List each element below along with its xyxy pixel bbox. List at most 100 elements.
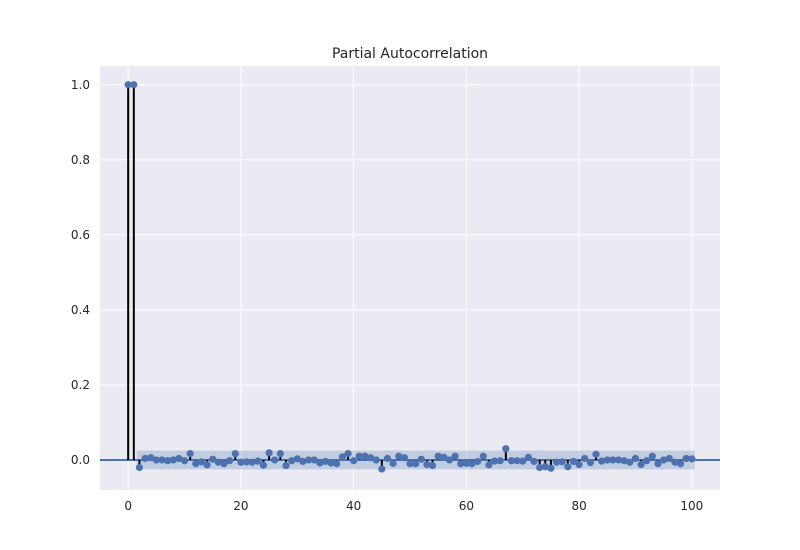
x-tick-label: 20: [233, 499, 248, 513]
stem-marker: [147, 454, 155, 462]
axes-background: [100, 66, 720, 490]
stem-marker: [299, 457, 307, 466]
stem-marker: [603, 456, 611, 464]
stem-marker: [231, 450, 239, 458]
stem-marker: [614, 456, 623, 464]
stem-marker: [350, 457, 358, 465]
stem-marker: [530, 457, 538, 466]
x-tick-label: 60: [459, 499, 474, 513]
stem-marker: [417, 455, 425, 463]
stem-marker: [620, 457, 628, 465]
stem-marker: [355, 452, 363, 460]
stem-marker: [648, 452, 656, 460]
x-tick-label: 80: [571, 499, 586, 513]
stem-marker: [575, 460, 583, 469]
stem-marker: [586, 459, 594, 467]
stem-marker: [631, 454, 640, 463]
stem-marker: [468, 460, 476, 468]
stem-marker: [412, 460, 420, 468]
stem-marker: [434, 452, 442, 460]
stem-marker: [558, 458, 566, 466]
stem-marker: [203, 461, 211, 469]
stem-marker: [688, 455, 696, 463]
y-axis-ticks: 0.0 0.2 0.4 0.6 0.8 1.0: [71, 78, 90, 467]
chart-title: Partial Autocorrelation: [332, 46, 488, 62]
stem-marker: [186, 450, 194, 458]
stem-marker: [237, 458, 245, 466]
stem-marker: [135, 463, 144, 472]
stem-marker: [462, 459, 470, 467]
stem-marker: [271, 456, 279, 464]
stem-marker: [310, 456, 318, 464]
y-tick-label: 0.0: [71, 453, 90, 467]
stem-marker: [485, 461, 493, 469]
stem-marker: [242, 458, 251, 466]
stem-marker: [676, 460, 685, 468]
stem-marker: [265, 449, 273, 457]
stem-marker: [169, 456, 177, 464]
stem-marker: [209, 455, 217, 463]
stem-marker: [682, 454, 690, 463]
stem-marker: [372, 456, 380, 464]
stem-marker: [406, 460, 414, 468]
y-tick-label: 0.8: [71, 153, 90, 167]
stem-marker: [564, 463, 572, 471]
stem-marker: [654, 460, 662, 468]
stem-marker: [383, 454, 392, 463]
stem-marker: [552, 458, 561, 466]
stem-marker: [197, 458, 206, 466]
stem-marker: [536, 463, 544, 472]
stem-marker: [400, 454, 408, 462]
stem-marker: [152, 456, 160, 464]
stem-marker: [643, 457, 651, 465]
stem-marker: [378, 465, 386, 473]
stem-marker: [660, 456, 668, 464]
y-tick-label: 0.2: [71, 378, 90, 392]
stem-marker: [479, 452, 487, 460]
stem-marker: [519, 457, 527, 465]
stem-marker: [665, 454, 673, 463]
stem-marker: [226, 457, 234, 465]
stem-markers: [124, 81, 696, 473]
stem-marker: [395, 452, 403, 460]
stem-marker: [175, 454, 183, 463]
stem-marker: [288, 457, 296, 465]
stem-marker: [569, 457, 578, 466]
y-tick-label: 0.4: [71, 303, 90, 317]
stem-marker: [180, 457, 189, 465]
stem-marker: [513, 457, 521, 465]
stem-marker: [451, 452, 459, 460]
stem-marker: [507, 457, 516, 465]
stem-marker: [445, 456, 454, 464]
stem-marker: [626, 458, 634, 466]
stem-marker: [502, 445, 510, 453]
x-axis-ticks: 0 20 40 60 80 100: [124, 499, 703, 513]
stem-marker: [304, 456, 313, 464]
x-tick-label: 0: [124, 499, 132, 513]
stem-marker: [490, 457, 499, 465]
stem-marker: [321, 457, 330, 466]
stem-marker: [474, 457, 482, 466]
x-tick-label: 100: [680, 499, 703, 513]
stem-marker: [214, 458, 222, 466]
stem-marker: [248, 458, 256, 466]
stem-marker: [671, 458, 679, 466]
stem-marker: [124, 81, 132, 89]
stem-marker: [547, 464, 555, 472]
stem-marker: [428, 462, 437, 470]
stem-marker: [254, 457, 262, 465]
stem-marker: [192, 460, 200, 468]
stem-marker: [327, 459, 335, 467]
stem-marker: [259, 461, 268, 469]
stem-marker: [389, 459, 397, 467]
x-tick-label: 40: [346, 499, 361, 513]
stem-marker: [164, 457, 172, 465]
y-tick-label: 1.0: [71, 78, 90, 92]
stem-marker: [220, 460, 228, 468]
stem-marker: [130, 81, 138, 89]
stem-marker: [276, 450, 284, 458]
stem-marker: [158, 456, 166, 464]
stem-marker: [457, 460, 465, 468]
stem-marker: [361, 452, 369, 460]
